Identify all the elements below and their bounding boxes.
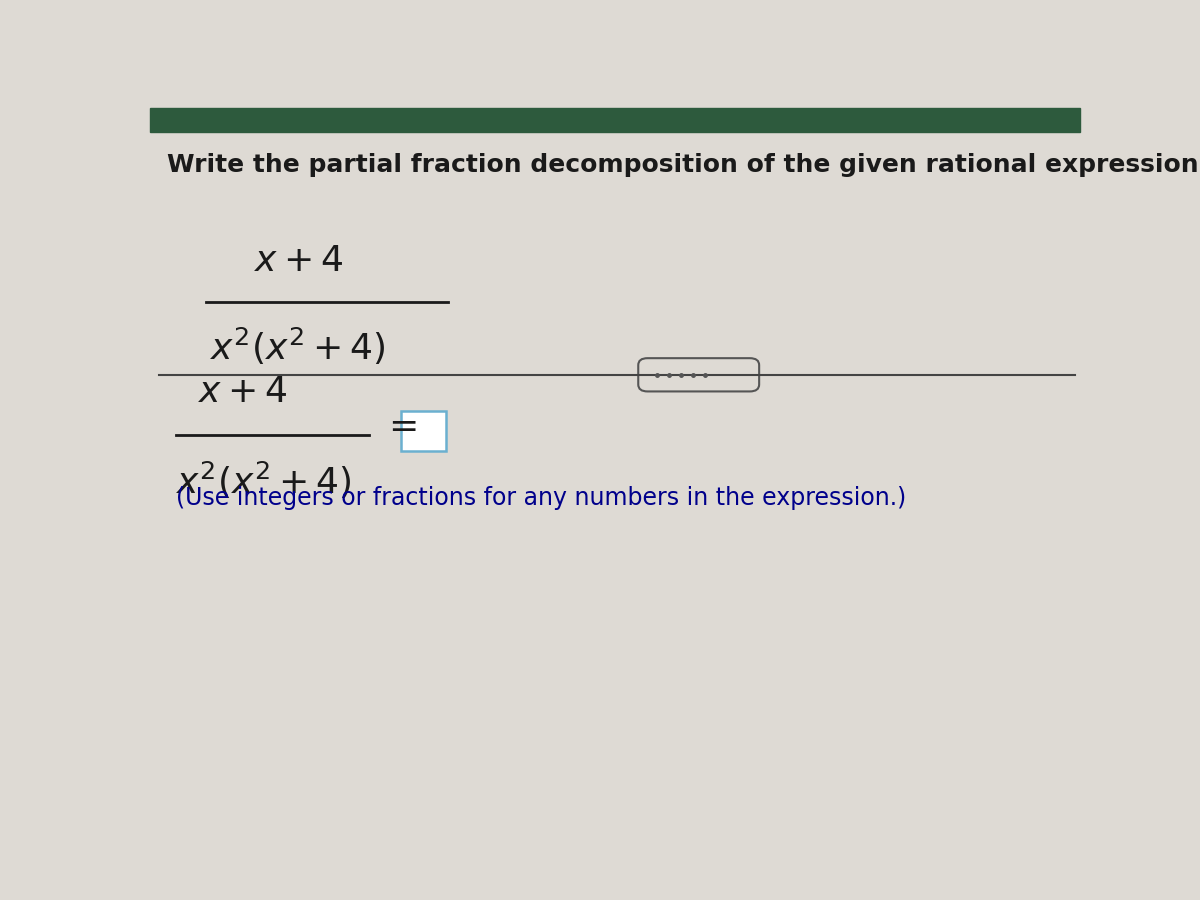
Bar — [150, 108, 1080, 132]
Text: $x^2(x^2+4)$: $x^2(x^2+4)$ — [210, 327, 386, 367]
Text: (Use integers or fractions for any numbers in the expression.): (Use integers or fractions for any numbe… — [176, 486, 906, 509]
FancyBboxPatch shape — [401, 410, 445, 451]
Text: $x+4$: $x+4$ — [254, 244, 343, 278]
FancyBboxPatch shape — [638, 358, 760, 392]
Text: Write the partial fraction decomposition of the given rational expression.: Write the partial fraction decomposition… — [167, 153, 1200, 177]
Text: $x+4$: $x+4$ — [198, 375, 288, 410]
Text: $x^2(x^2+4)$: $x^2(x^2+4)$ — [176, 460, 352, 501]
Text: $=$: $=$ — [380, 409, 416, 443]
